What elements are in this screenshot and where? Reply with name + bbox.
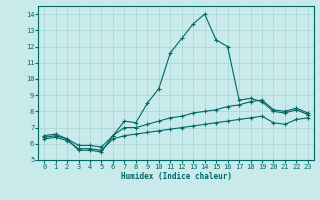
- X-axis label: Humidex (Indice chaleur): Humidex (Indice chaleur): [121, 172, 231, 181]
